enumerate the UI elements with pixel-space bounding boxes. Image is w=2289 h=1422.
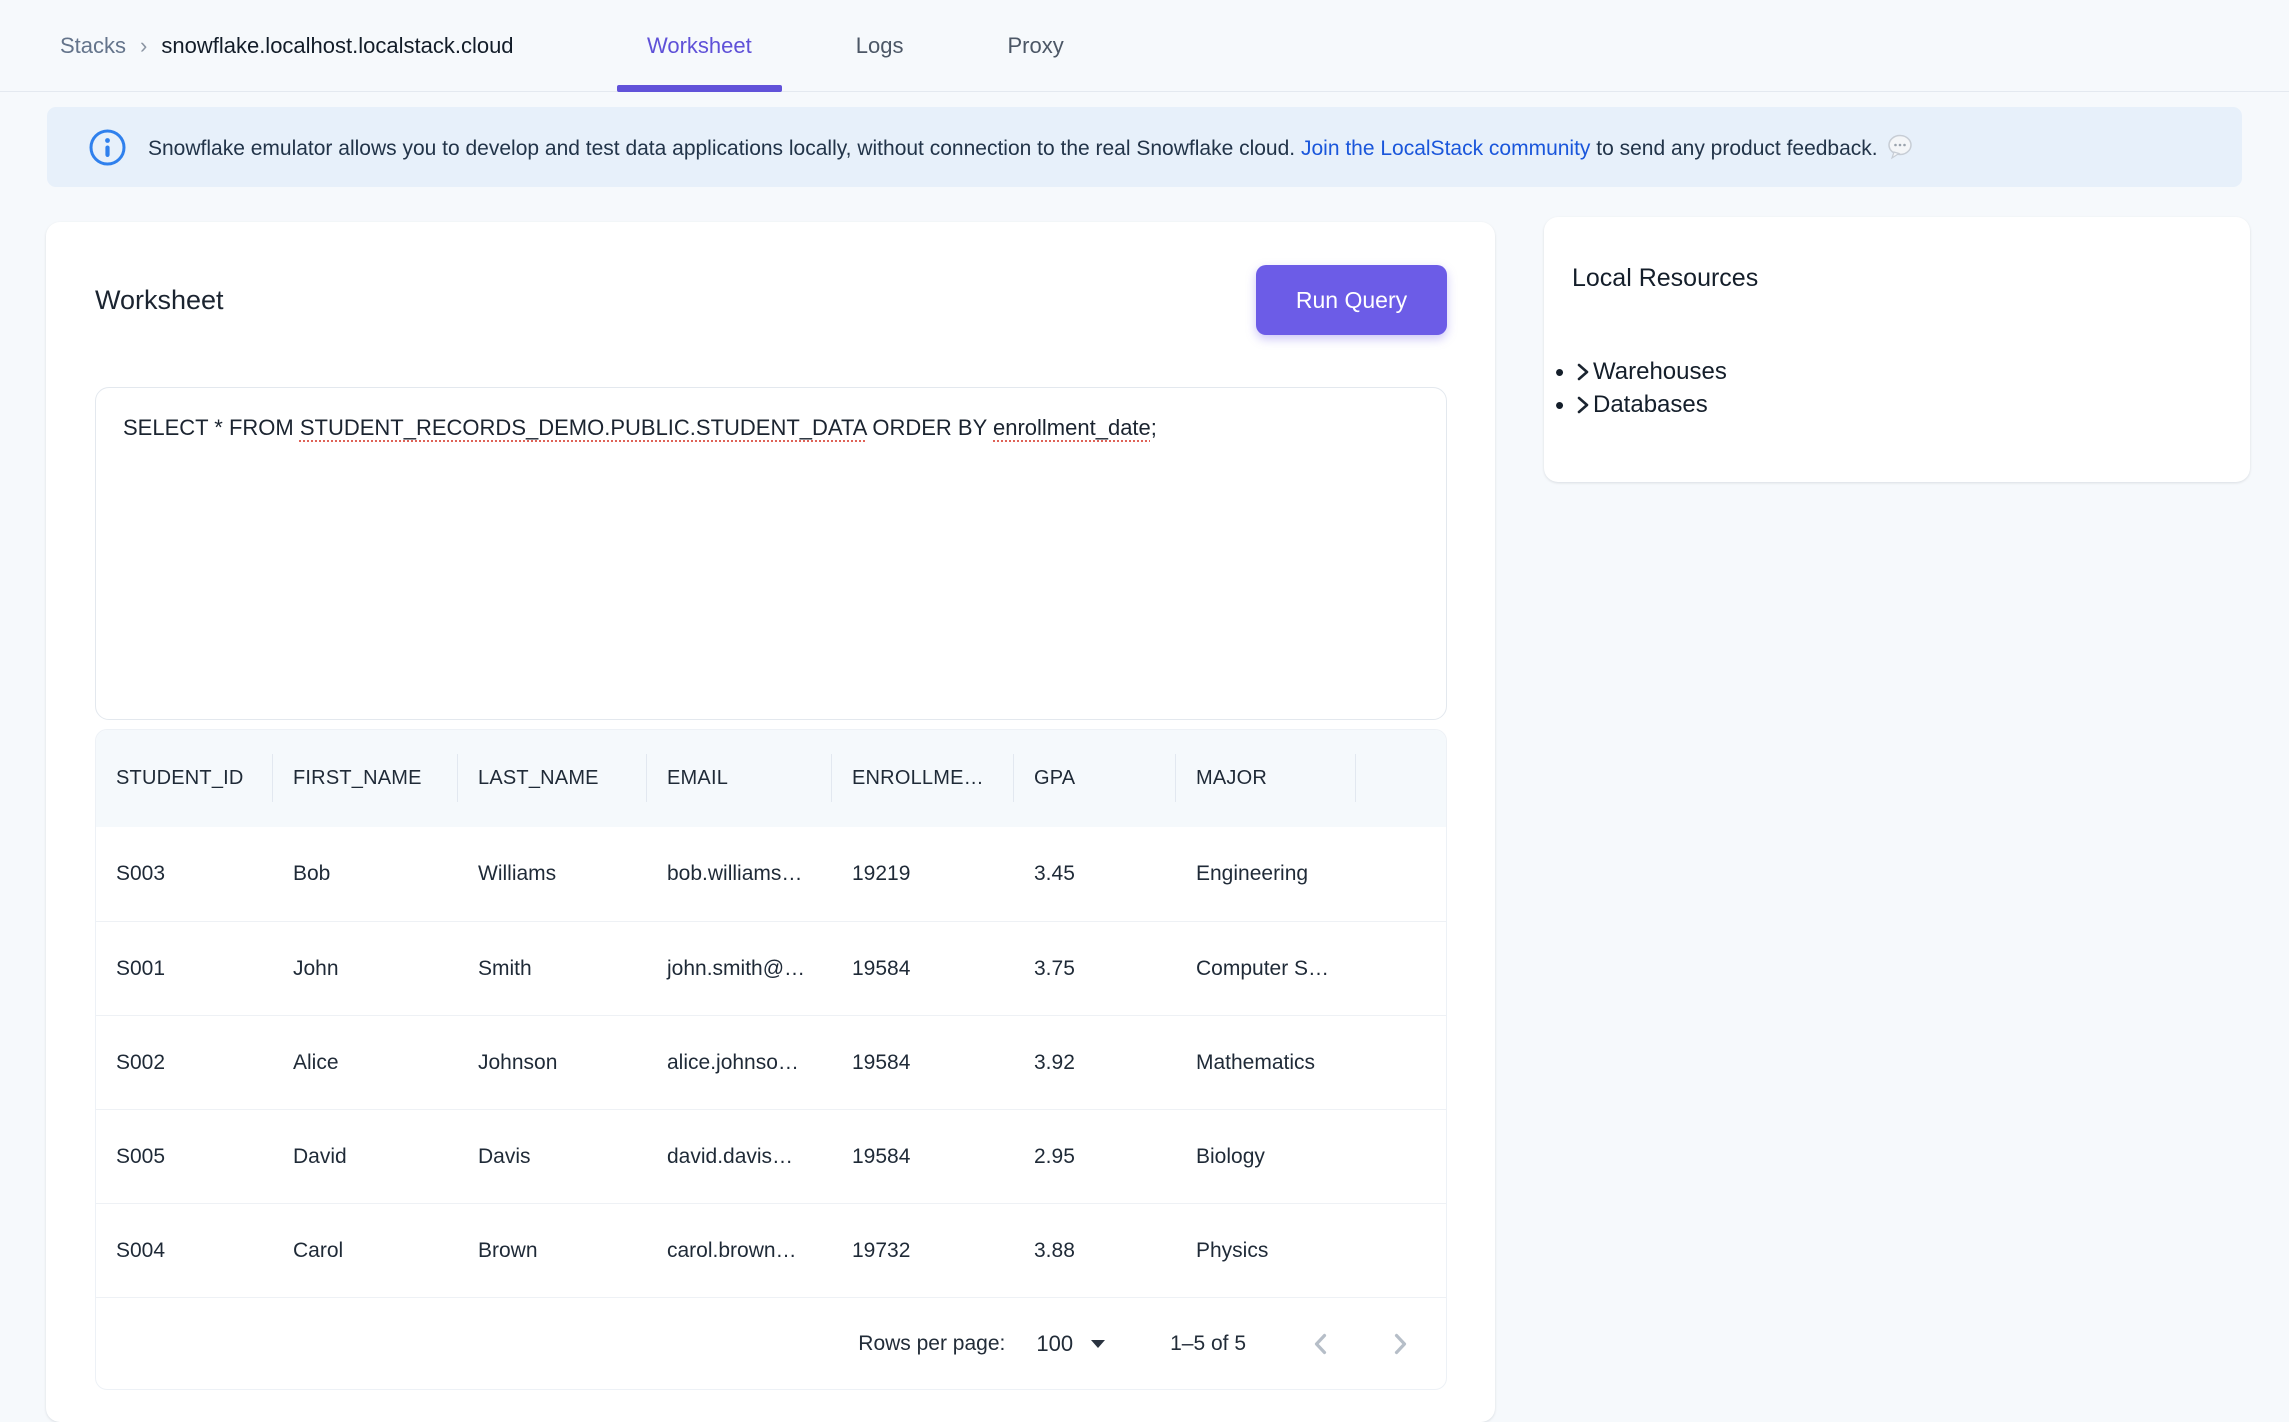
table-header-row: STUDENT_ID FIRST_NAME LAST_NAME EMAIL EN… [96, 730, 1446, 827]
table-cell: Computer S… [1196, 956, 1330, 980]
table-cell: 19219 [852, 862, 911, 885]
top-nav: Stacks › snowflake.localhost.localstack.… [0, 0, 2289, 92]
sql-segment: SELECT * FROM [123, 415, 300, 440]
table-cell: Biology [1196, 1144, 1265, 1168]
table-cell: Brown [478, 1238, 538, 1262]
page-range-label: 1–5 of 5 [1170, 1331, 1246, 1355]
table-cell: bob.williams… [667, 862, 803, 885]
column-header-student-id[interactable]: STUDENT_ID [96, 730, 273, 827]
bullet-icon: • [1555, 389, 1565, 420]
table-cell: S004 [116, 1238, 166, 1262]
table-cell: Davis [478, 1144, 531, 1168]
table-cell: 19584 [852, 956, 911, 980]
breadcrumb-stacks-link[interactable]: Stacks [60, 33, 127, 58]
table-cell: Bob [293, 862, 331, 885]
table-cell: 3.92 [1034, 1050, 1075, 1074]
sql-segment: ORDER BY [866, 415, 993, 440]
table-cell: 19584 [852, 1144, 911, 1168]
rows-per-page-label: Rows per page: [858, 1331, 1006, 1355]
pagination-bar: Rows per page: 100 1–5 of 5 [96, 1297, 1446, 1389]
table-cell: Smith [478, 956, 532, 980]
table-cell: 3.45 [1034, 862, 1075, 885]
banner-text-before: Snowflake emulator allows you to develop… [148, 137, 1301, 160]
prev-page-button[interactable] [1303, 1326, 1339, 1362]
tab-proxy[interactable]: Proxy [1007, 33, 1064, 58]
resource-item-warehouses[interactable]: • Warehouses [1555, 355, 2250, 388]
table-cell: S001 [116, 956, 166, 980]
tab-logs[interactable]: Logs [855, 33, 904, 58]
column-header-major[interactable]: MAJOR [1176, 730, 1356, 827]
table-cell: John [293, 956, 339, 980]
caret-down-icon [1091, 1339, 1106, 1348]
table-cell: Physics [1196, 1238, 1269, 1262]
rows-per-page-select[interactable]: 100 [1036, 1330, 1106, 1357]
feedback-bubble-icon [1886, 133, 1914, 161]
table-cell: 19584 [852, 1050, 911, 1074]
run-query-button[interactable]: Run Query [1256, 265, 1447, 335]
table-row[interactable]: S004 Carol Brown carol.brown… 19732 3.88… [96, 1203, 1446, 1297]
column-header-spacer [1356, 730, 1446, 827]
table-cell: Alice [293, 1050, 339, 1074]
table-cell: Engineering [1196, 862, 1309, 885]
sql-segment-order-column: enrollment_date [993, 415, 1151, 440]
resource-label: Warehouses [1593, 357, 1727, 385]
bullet-icon: • [1555, 356, 1565, 387]
resource-label: Databases [1593, 390, 1708, 418]
local-resources-title: Local Resources [1572, 264, 1759, 292]
table-cell: 3.88 [1034, 1238, 1075, 1262]
sql-segment: ; [1150, 415, 1157, 440]
rows-per-page-value: 100 [1036, 1330, 1074, 1356]
chevron-left-icon [1308, 1331, 1334, 1357]
table-cell: 3.75 [1034, 956, 1075, 980]
resource-tree: • Warehouses • Databases [1555, 355, 2250, 421]
table-cell: john.smith@… [667, 956, 806, 980]
table-cell: alice.johnso… [667, 1050, 799, 1074]
chevron-right-icon [1574, 394, 1591, 416]
table-row[interactable]: S003 Bob Williams bob.williams… 19219 3.… [96, 827, 1446, 921]
banner-text: Snowflake emulator allows you to develop… [148, 133, 1914, 161]
column-header-gpa[interactable]: GPA [1014, 730, 1176, 827]
worksheet-panel: Worksheet Run Query SELECT * FROM STUDEN… [46, 222, 1495, 1422]
localstack-community-link[interactable]: Join the LocalStack community [1300, 137, 1591, 160]
page-title: Worksheet [95, 284, 224, 315]
sql-segment-table-identifier: STUDENT_RECORDS_DEMO.PUBLIC.STUDENT_DATA [299, 415, 867, 440]
table-cell: Mathematics [1196, 1050, 1316, 1074]
breadcrumb-current: snowflake.localhost.localstack.cloud [161, 33, 514, 58]
sql-editor[interactable]: SELECT * FROM STUDENT_RECORDS_DEMO.PUBLI… [95, 387, 1447, 720]
table-row[interactable]: S001 John Smith john.smith@… 19584 3.75 … [96, 921, 1446, 1015]
next-page-button[interactable] [1382, 1326, 1418, 1362]
table-cell: carol.brown… [667, 1238, 797, 1262]
worksheet-header: Worksheet Run Query [95, 265, 1447, 335]
tab-bar: Worksheet Logs Proxy [617, 0, 1094, 92]
table-cell: 2.95 [1034, 1144, 1075, 1168]
table-row[interactable]: S002 Alice Johnson alice.johnso… 19584 3… [96, 1015, 1446, 1109]
breadcrumb: Stacks › snowflake.localhost.localstack.… [60, 0, 514, 92]
local-resources-panel: Local Resources • Warehouses • Databases [1544, 217, 2250, 482]
table-cell: Carol [293, 1238, 344, 1262]
table-cell: Johnson [478, 1050, 558, 1074]
info-icon [88, 128, 127, 167]
table-cell: S005 [116, 1144, 166, 1168]
breadcrumb-separator-icon: › [140, 33, 148, 58]
chevron-right-icon [1387, 1331, 1413, 1357]
tab-worksheet[interactable]: Worksheet [617, 0, 782, 92]
results-table: STUDENT_ID FIRST_NAME LAST_NAME EMAIL EN… [95, 729, 1447, 1390]
column-header-email[interactable]: EMAIL [647, 730, 832, 827]
column-header-first-name[interactable]: FIRST_NAME [273, 730, 458, 827]
table-cell: Williams [478, 862, 557, 885]
table-cell: david.davis… [667, 1144, 794, 1168]
table-cell: 19732 [852, 1238, 911, 1262]
banner-text-after: to send any product feedback. [1590, 137, 1878, 160]
chevron-right-icon [1574, 361, 1591, 383]
table-cell: David [293, 1144, 347, 1168]
resource-item-databases[interactable]: • Databases [1555, 388, 2250, 421]
table-cell: S002 [116, 1050, 166, 1074]
column-header-last-name[interactable]: LAST_NAME [458, 730, 647, 827]
table-cell: S003 [116, 862, 166, 885]
table-row[interactable]: S005 David Davis david.davis… 19584 2.95… [96, 1109, 1446, 1203]
column-header-enrollment-date[interactable]: ENROLLME… [832, 730, 1014, 827]
info-banner: Snowflake emulator allows you to develop… [47, 107, 2242, 187]
